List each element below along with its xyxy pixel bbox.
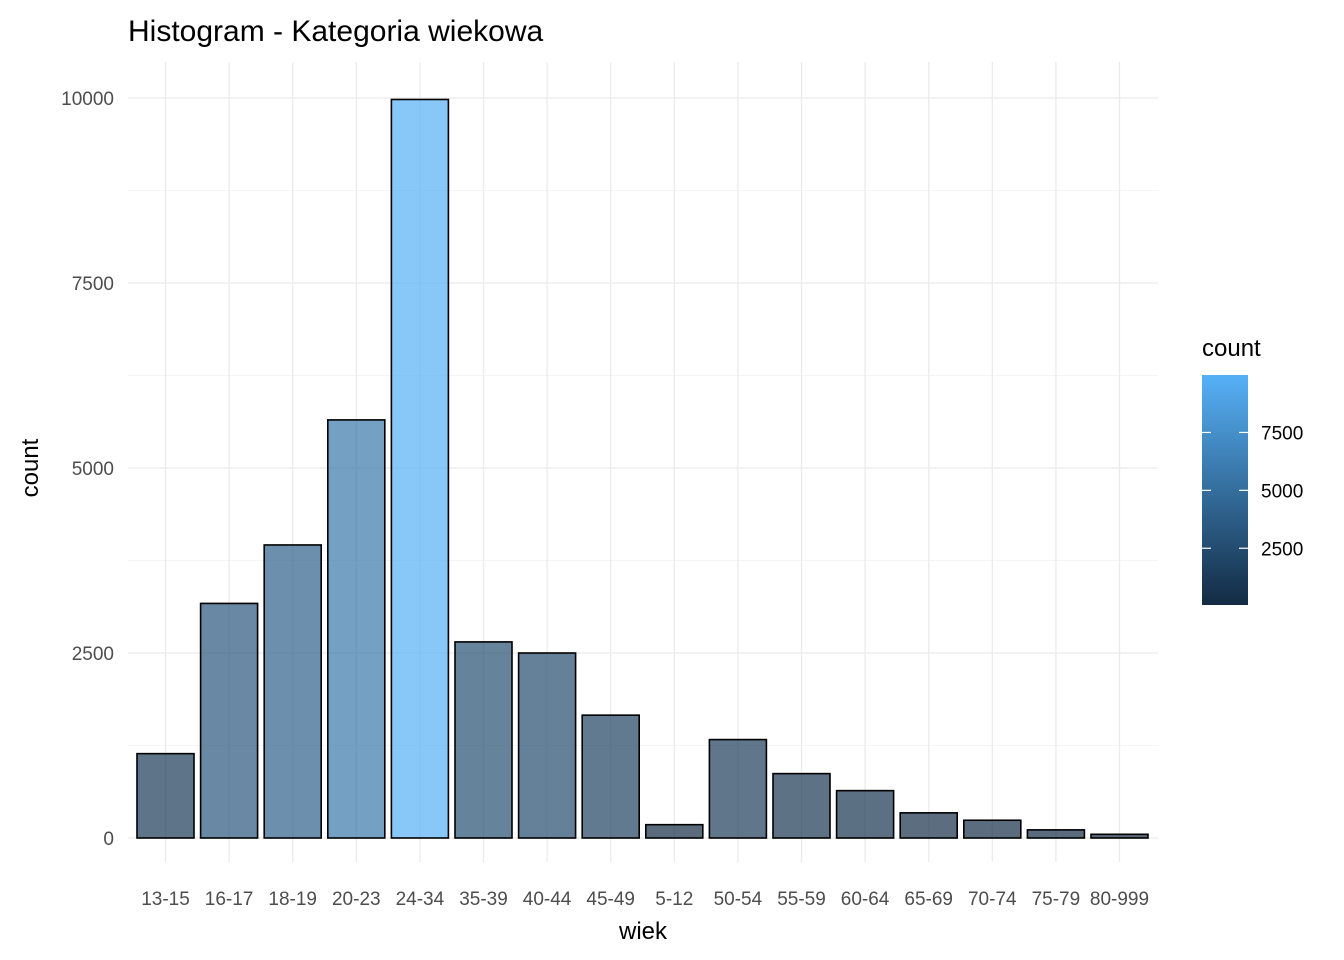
bar-13-15 (136, 752, 195, 839)
y-tick-label: 7500 (72, 274, 114, 295)
bar-65-69 (899, 812, 959, 839)
bar-40-44 (517, 652, 577, 839)
x-tick-label: 60-64 (841, 889, 890, 910)
y-tick-labels: 0 2500 5000 7500 10000 (61, 89, 114, 850)
x-tick-label: 75-79 (1032, 889, 1081, 910)
y-axis-title: count (17, 438, 44, 497)
bar-24-34 (390, 98, 450, 839)
x-axis-title: wiek (618, 918, 668, 945)
legend-ticks: 2500 5000 7500 (1202, 423, 1303, 560)
legend-title: count (1202, 335, 1261, 362)
y-tick-label: 0 (103, 829, 114, 850)
bars (136, 98, 1149, 839)
x-tick-label: 45-49 (586, 889, 635, 910)
bar-50-54 (708, 738, 768, 839)
y-tick-label: 10000 (61, 89, 114, 110)
y-tick-label: 5000 (72, 459, 114, 480)
bar-35-39 (454, 641, 513, 839)
bar-45-49 (581, 714, 641, 839)
x-tick-labels: 13-15 16-17 18-19 20-23 24-34 35-39 40-44 45-49… (141, 889, 1149, 910)
x-tick-label: 80-999 (1090, 889, 1149, 910)
color-legend: count 2500 5000 7500 (1202, 335, 1303, 605)
legend-tick-label: 2500 (1261, 539, 1303, 560)
bar-20-23 (326, 419, 386, 839)
chart-title: Histogram - Kategoria wiekowa (128, 15, 543, 48)
x-tick-label: 50-54 (714, 889, 763, 910)
bar-55-59 (772, 772, 831, 839)
legend-tick-label: 7500 (1261, 423, 1303, 444)
x-tick-label: 40-44 (523, 889, 572, 910)
bar-18-19 (263, 544, 323, 839)
x-tick-label: 24-34 (396, 889, 445, 910)
x-tick-label: 16-17 (205, 889, 254, 910)
x-tick-label: 65-69 (904, 889, 953, 910)
legend-tick-label: 5000 (1261, 481, 1303, 502)
bar-80-999 (1090, 833, 1149, 839)
x-tick-label: 18-19 (268, 889, 317, 910)
bar-5-12 (644, 823, 704, 839)
x-tick-label: 70-74 (968, 889, 1017, 910)
x-tick-label: 35-39 (459, 889, 508, 910)
x-tick-label: 5-12 (655, 889, 693, 910)
x-tick-label: 55-59 (777, 889, 826, 910)
bar-60-64 (835, 789, 895, 839)
x-tick-label: 20-23 (332, 889, 381, 910)
x-tick-label: 13-15 (141, 889, 190, 910)
bar-75-79 (1026, 829, 1086, 839)
bar-16-17 (199, 602, 259, 839)
bar-70-74 (962, 819, 1022, 839)
y-tick-label: 2500 (72, 644, 114, 665)
